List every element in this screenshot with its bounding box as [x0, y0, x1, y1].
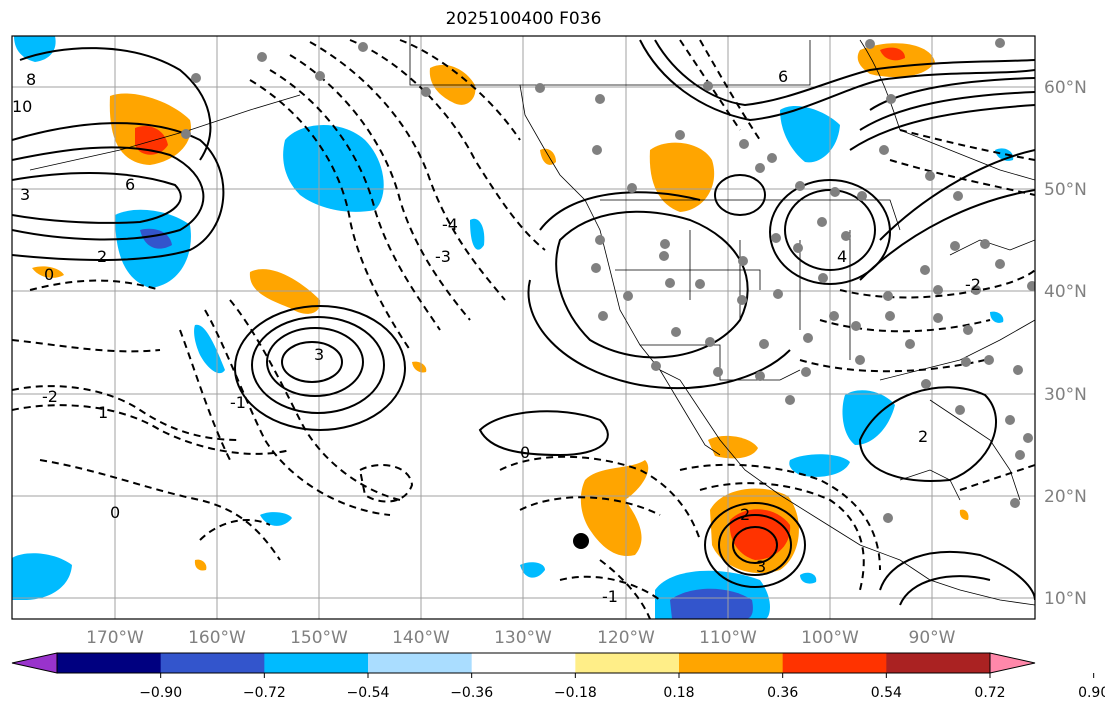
colorbar-extend-max: [989, 652, 1036, 674]
colorbar-extend-min: [11, 652, 58, 674]
lon-label: 100°W: [801, 628, 859, 648]
colorbar-outline: [56, 652, 991, 674]
colorbar-segment: [57, 653, 162, 673]
contour-label: -2: [965, 275, 981, 294]
lon-label: 110°W: [699, 628, 757, 648]
contour-label: 2: [918, 427, 928, 446]
colorbar-segment: [264, 653, 369, 673]
colorbar-label: 0.72: [974, 685, 1005, 701]
lon-label: 160°W: [188, 628, 246, 648]
lon-label: 150°W: [290, 628, 348, 648]
lat-label: 20°N: [1044, 487, 1087, 507]
contour-label: -2: [42, 387, 58, 406]
station-dots: [181, 38, 1035, 523]
colorbar-segment: [886, 653, 991, 673]
lat-label: 40°N: [1044, 282, 1087, 302]
contour-label: -1: [230, 393, 246, 412]
colorbar-segment: [471, 653, 576, 673]
contour-label: 3: [314, 345, 324, 364]
lat-label: 10°N: [1044, 589, 1087, 609]
colorbar: −0.90 −0.72 −0.54 −0.36 −0.18 0.18 0.36 0.54 0.7…: [11, 652, 1105, 701]
contour-label: 3: [20, 185, 30, 204]
contour-label: 0: [44, 265, 54, 284]
dashed-contours: [12, 39, 1035, 619]
colorbar-label: 0.54: [871, 685, 902, 701]
contour-label: 0: [520, 443, 530, 462]
station-marker: [573, 533, 589, 549]
lat-label: 60°N: [1044, 78, 1087, 98]
colorbar-segment: [782, 653, 887, 673]
lon-label: 170°W: [86, 628, 144, 648]
colorbar-label: 0.36: [767, 685, 798, 701]
lon-labels: 170°W 160°W 150°W 140°W 130°W 120°W 110°…: [86, 628, 956, 648]
solid-contours: [12, 39, 1035, 606]
contour-label: -3: [435, 247, 451, 266]
contour-label: 0: [110, 503, 120, 522]
contour-label: -1: [602, 587, 618, 606]
shaded-regions: [12, 36, 1014, 619]
contour-label: 1: [98, 403, 108, 422]
lon-label: 90°W: [909, 628, 956, 648]
contour-label: 4: [837, 247, 847, 266]
contour-label: 8: [26, 70, 36, 89]
plot-border: [11, 35, 1036, 620]
contour-label: 2: [97, 247, 107, 266]
lat-label: 50°N: [1044, 180, 1087, 200]
contour-label: -4: [442, 215, 458, 234]
coastlines: [29, 36, 1035, 606]
contour-label: 6: [125, 175, 135, 194]
colorbar-label: −0.90: [139, 685, 182, 701]
lon-label: 130°W: [494, 628, 552, 648]
colorbar-label: −0.54: [347, 685, 390, 701]
colorbar-segment: [160, 653, 265, 673]
contour-label: 6: [778, 67, 788, 86]
contour-labels: 8 10 6 3 2 0 -3 -4 -2 1 -1 3 2 6 4 0 -1 …: [12, 67, 981, 606]
contour-label: 2: [740, 505, 750, 524]
lat-label: 30°N: [1044, 385, 1087, 405]
colorbar-label: 0.18: [663, 685, 694, 701]
contour-label: 3: [756, 557, 766, 576]
lat-labels: 60°N 50°N 40°N 30°N 20°N 10°N: [1044, 78, 1087, 609]
contour-label: 10: [12, 97, 32, 116]
colorbar-segment: [679, 653, 784, 673]
colorbar-label: 0.90: [1078, 685, 1105, 701]
colorbar-label: −0.18: [554, 685, 597, 701]
map-title: 2025100400 F036: [445, 9, 602, 29]
lon-label: 140°W: [392, 628, 450, 648]
colorbar-label: −0.72: [243, 685, 286, 701]
colorbar-segment: [575, 653, 680, 673]
colorbar-label: −0.36: [450, 685, 493, 701]
colorbar-segment: [368, 653, 473, 673]
lon-label: 120°W: [597, 628, 655, 648]
